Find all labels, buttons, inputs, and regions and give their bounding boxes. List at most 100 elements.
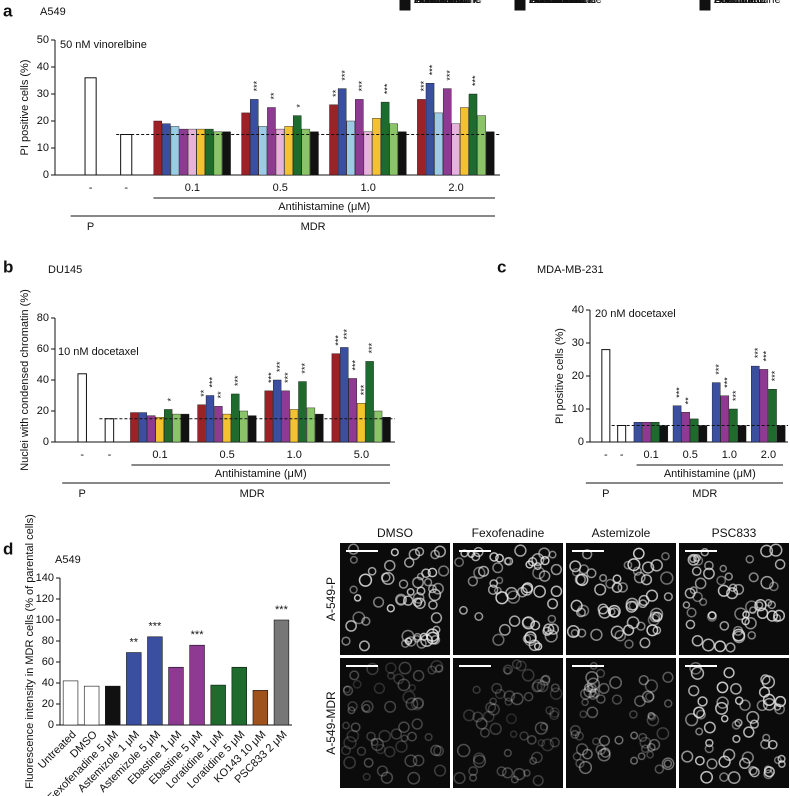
cell xyxy=(502,664,514,675)
cell xyxy=(748,572,759,583)
bar xyxy=(213,131,223,176)
cell xyxy=(387,671,395,680)
bar xyxy=(340,347,349,443)
cell xyxy=(715,701,729,715)
legend-label: Clemastine xyxy=(414,0,469,6)
cell xyxy=(595,744,606,755)
bar xyxy=(162,123,171,176)
bar xyxy=(720,395,730,443)
cell xyxy=(688,685,700,697)
cell xyxy=(531,681,543,693)
cell xyxy=(420,634,434,648)
cell xyxy=(435,664,444,673)
cell xyxy=(413,634,421,643)
cell xyxy=(638,674,649,686)
cell xyxy=(509,730,518,738)
cell-line: MDA-MB-231 xyxy=(537,264,604,276)
cell xyxy=(531,751,543,764)
cell xyxy=(406,587,415,596)
cell xyxy=(398,661,412,675)
cell xyxy=(362,703,371,713)
cell xyxy=(358,573,373,587)
cell xyxy=(384,746,396,758)
cell xyxy=(513,767,526,781)
cell xyxy=(453,771,466,785)
legend-swatch xyxy=(514,0,526,11)
x-axis-label: Antihistamine (μM) xyxy=(664,468,756,480)
cell xyxy=(586,683,597,694)
y-tick-label: 10 xyxy=(572,403,584,415)
cell xyxy=(694,755,705,766)
chart-title: 20 nM docetaxel xyxy=(595,308,676,320)
group-label: MDR xyxy=(240,488,265,500)
cell xyxy=(432,582,444,595)
cell xyxy=(467,576,479,587)
significance: *** xyxy=(340,70,350,81)
y-tick-label: 60 xyxy=(37,343,49,355)
bar xyxy=(363,131,373,176)
bar xyxy=(751,365,760,443)
cell xyxy=(545,706,554,715)
significance: *** xyxy=(419,80,429,91)
cell-line: A549 xyxy=(55,554,81,566)
cell xyxy=(506,713,517,725)
cell xyxy=(703,567,715,580)
cell xyxy=(597,603,609,615)
cell xyxy=(614,629,627,642)
bar xyxy=(642,422,651,443)
cell xyxy=(716,681,729,694)
cell xyxy=(640,744,650,754)
bar xyxy=(310,131,319,176)
cell xyxy=(427,567,438,578)
significance: * xyxy=(166,397,176,401)
cell xyxy=(412,592,425,604)
cell xyxy=(416,572,425,581)
bar xyxy=(425,82,435,176)
significance: *** xyxy=(770,370,780,381)
group-label: P xyxy=(79,488,86,500)
cell xyxy=(533,562,542,571)
cell xyxy=(575,743,589,756)
cell xyxy=(372,596,385,608)
y-tick-label: 80 xyxy=(42,635,54,647)
bar xyxy=(281,390,290,443)
bar xyxy=(205,128,214,176)
significance: *** xyxy=(191,629,205,641)
bar xyxy=(292,115,302,176)
panel-letter: a xyxy=(3,1,13,20)
cell xyxy=(468,766,479,777)
cell xyxy=(489,579,499,588)
cell xyxy=(730,682,742,695)
cell xyxy=(772,613,782,623)
bar xyxy=(83,685,100,726)
legend-label: Fexofenadine xyxy=(714,0,781,6)
cell xyxy=(685,713,699,727)
y-tick-label: 50 xyxy=(37,34,49,46)
cell xyxy=(626,616,640,630)
cell xyxy=(654,764,665,774)
cell xyxy=(479,727,490,738)
bar xyxy=(690,418,699,443)
cell xyxy=(541,674,551,684)
cell xyxy=(525,560,534,569)
cell xyxy=(646,624,659,637)
cell xyxy=(342,721,350,730)
chart-title: 10 nM docetaxel xyxy=(58,346,139,358)
cell xyxy=(400,639,410,648)
cell xyxy=(489,697,497,706)
bar xyxy=(355,99,364,176)
cell xyxy=(547,614,557,624)
micrograph-row-label: A-549-MDR xyxy=(324,691,338,755)
cell xyxy=(407,731,418,742)
bar xyxy=(460,107,469,176)
panel-letter: d xyxy=(3,539,13,558)
cell xyxy=(390,548,399,557)
bar xyxy=(417,99,426,176)
cell xyxy=(515,660,527,672)
cell xyxy=(386,604,395,613)
micrograph-column-label: DMSO xyxy=(377,526,413,540)
cell xyxy=(719,564,728,573)
cell xyxy=(380,572,391,583)
bar xyxy=(442,88,452,176)
significance: *** xyxy=(275,604,289,616)
